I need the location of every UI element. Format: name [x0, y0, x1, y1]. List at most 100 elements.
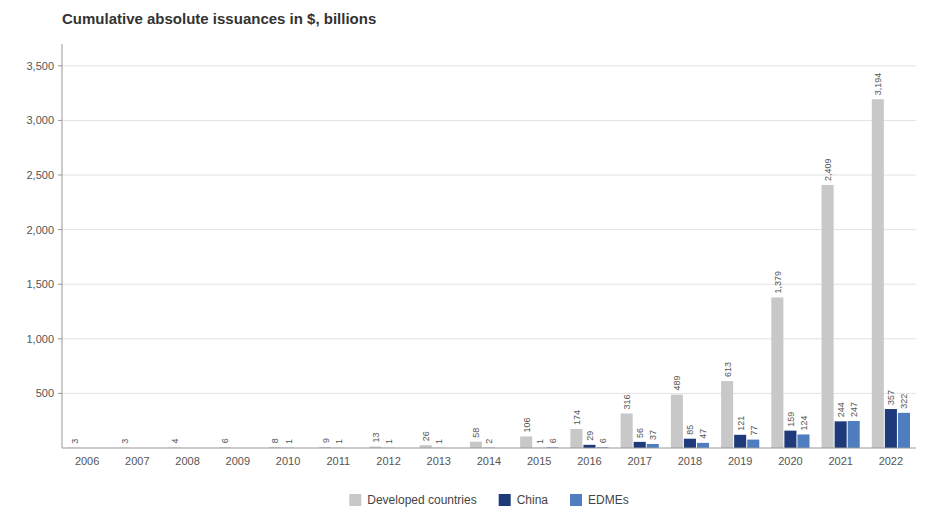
bar — [835, 421, 847, 448]
legend-label: China — [517, 493, 549, 507]
x-tick-label: 2007 — [125, 455, 149, 467]
y-tick-label: 2,000 — [26, 224, 54, 236]
x-axis-line — [62, 448, 916, 449]
data-label: 85 — [685, 425, 695, 435]
data-label: 3 — [120, 439, 130, 444]
bar — [684, 439, 696, 448]
data-label: 77 — [749, 426, 759, 436]
y-axis-line — [62, 44, 63, 448]
data-label: 1 — [434, 439, 444, 444]
bar — [570, 429, 582, 448]
bar — [822, 185, 834, 448]
y-tick-label: 2,500 — [26, 169, 54, 181]
bar — [647, 444, 659, 448]
legend-swatch — [499, 494, 511, 506]
x-tick-label: 2016 — [577, 455, 601, 467]
chart: Cumulative absolute issuances in $, bill… — [0, 0, 936, 532]
data-label: 1,379 — [773, 271, 783, 294]
y-tick-label: 3,500 — [26, 60, 54, 72]
data-label: 6 — [548, 438, 558, 443]
bar — [621, 413, 633, 448]
data-label: 26 — [421, 431, 431, 441]
bar — [470, 442, 482, 448]
data-label: 47 — [699, 429, 709, 439]
grid-line — [62, 284, 916, 285]
x-tick-label: 2010 — [276, 455, 300, 467]
x-tick-label: 2019 — [728, 455, 752, 467]
y-tick — [58, 393, 62, 394]
y-tick-label: 500 — [36, 387, 54, 399]
x-tick-label: 2013 — [427, 455, 451, 467]
data-label: 3 — [70, 439, 80, 444]
data-label: 174 — [572, 410, 582, 425]
bar — [671, 395, 683, 448]
data-label: 244 — [836, 402, 846, 417]
bar — [747, 440, 759, 448]
data-label: 6 — [598, 438, 608, 443]
data-label: 3,194 — [873, 73, 883, 96]
x-tick-label: 2008 — [175, 455, 199, 467]
bar — [771, 297, 783, 448]
x-tick-label: 2012 — [376, 455, 400, 467]
grid-line — [62, 120, 916, 121]
data-label: 247 — [849, 402, 859, 417]
data-label: 2,409 — [823, 158, 833, 181]
bar — [634, 442, 646, 448]
legend-swatch — [570, 494, 582, 506]
data-label: 1 — [384, 439, 394, 444]
data-label: 489 — [672, 376, 682, 391]
page: {"chart_data": { "type": "bar", "title":… — [0, 0, 936, 532]
data-label: 106 — [522, 417, 532, 432]
data-label: 121 — [736, 416, 746, 431]
x-tick-label: 2017 — [627, 455, 651, 467]
bar — [797, 434, 809, 448]
data-label: 613 — [723, 362, 733, 377]
bar — [898, 413, 910, 448]
x-tick-label: 2020 — [778, 455, 802, 467]
data-label: 8 — [270, 438, 280, 443]
y-tick — [58, 229, 62, 230]
x-tick-label: 2009 — [226, 455, 250, 467]
bar — [721, 381, 733, 448]
legend: Developed countriesChinaEDMEs — [349, 493, 628, 507]
data-label: 1 — [334, 439, 344, 444]
data-label: 37 — [648, 430, 658, 440]
x-tick-label: 2006 — [75, 455, 99, 467]
data-label: 124 — [799, 415, 809, 430]
data-label: 4 — [170, 439, 180, 444]
data-label: 316 — [622, 394, 632, 409]
data-label: 13 — [371, 433, 381, 443]
data-label: 322 — [899, 394, 909, 409]
bar — [697, 443, 709, 448]
y-tick-label: 3,000 — [26, 114, 54, 126]
legend-label: Developed countries — [367, 493, 476, 507]
data-label: 9 — [321, 438, 331, 443]
title: Cumulative absolute issuances in $, bill… — [62, 10, 376, 27]
grid-line — [62, 175, 916, 176]
y-tick — [58, 175, 62, 176]
grid-line — [62, 229, 916, 230]
bars — [68, 99, 910, 448]
data-label: 6 — [220, 438, 230, 443]
bar — [848, 421, 860, 448]
data-label: 56 — [635, 428, 645, 438]
data-label: 1 — [284, 439, 294, 444]
legend-swatch — [349, 494, 361, 506]
x-tick-label: 2018 — [678, 455, 702, 467]
bar — [885, 409, 897, 448]
y-tick-label: 1,000 — [26, 333, 54, 345]
bar — [520, 436, 532, 448]
data-label: 29 — [585, 431, 595, 441]
y-tick — [58, 338, 62, 339]
bar — [872, 99, 884, 448]
grid-line — [62, 65, 916, 66]
bar — [784, 431, 796, 448]
x-tick-label: 2015 — [527, 455, 551, 467]
y-tick — [58, 284, 62, 285]
x-tick-label: 2014 — [477, 455, 501, 467]
data-label: 357 — [886, 390, 896, 405]
y-tick — [58, 120, 62, 121]
data-label: 2 — [485, 439, 495, 444]
y-tick-label: 1,500 — [26, 278, 54, 290]
x-tick-label: 2022 — [879, 455, 903, 467]
